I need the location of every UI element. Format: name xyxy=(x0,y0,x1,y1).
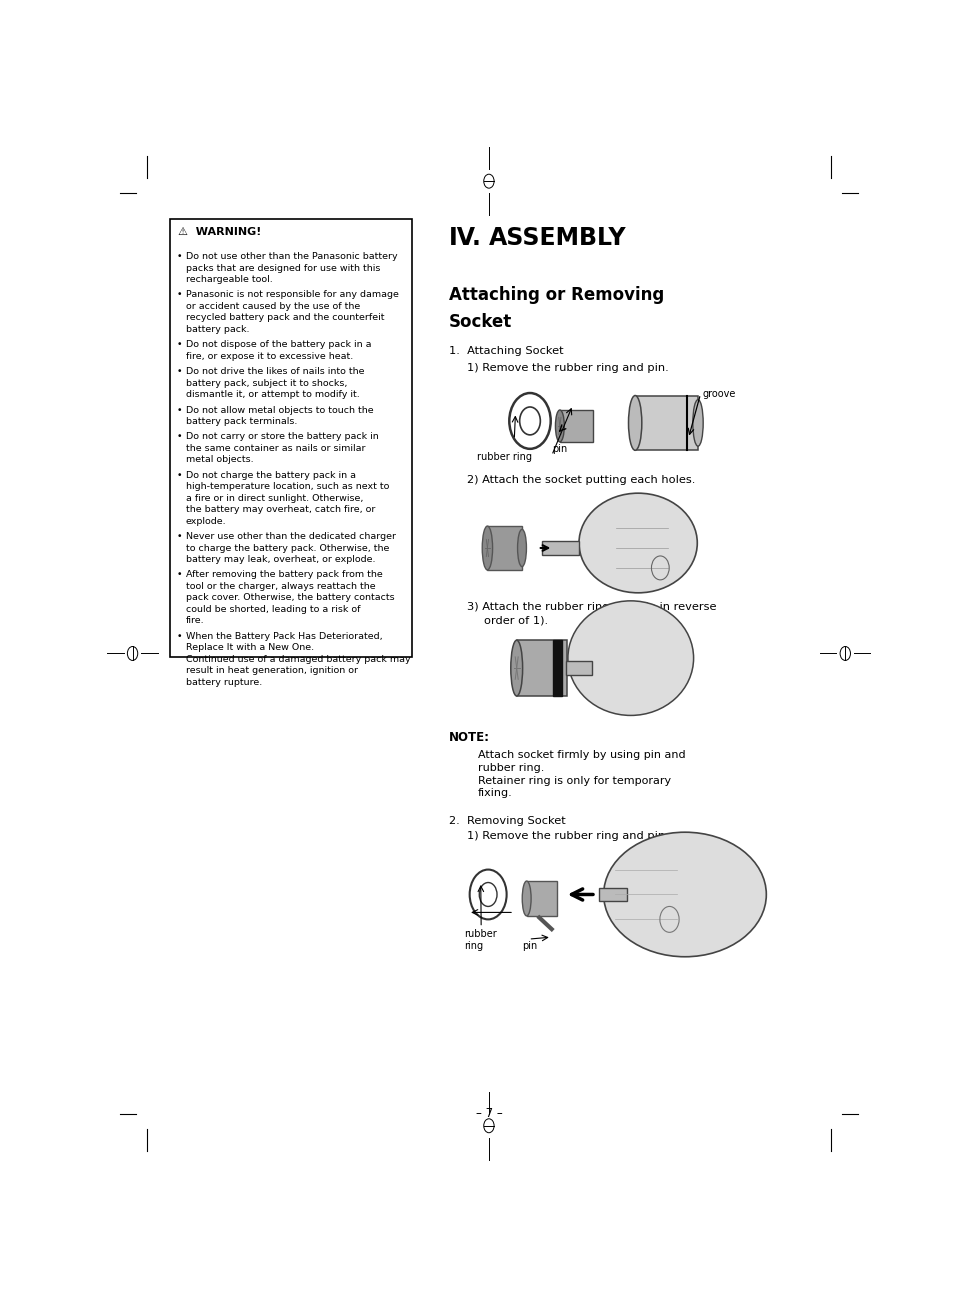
Text: Panasonic is not responsible for any damage: Panasonic is not responsible for any dam… xyxy=(186,290,398,299)
Bar xyxy=(487,527,521,569)
Text: Do not carry or store the battery pack in: Do not carry or store the battery pack i… xyxy=(186,432,378,441)
Text: Do not charge the battery pack in a: Do not charge the battery pack in a xyxy=(186,471,355,480)
Text: pack cover. Otherwise, the battery contacts: pack cover. Otherwise, the battery conta… xyxy=(186,594,395,602)
Text: metal objects.: metal objects. xyxy=(186,455,253,465)
Text: Do not dispose of the battery pack in a: Do not dispose of the battery pack in a xyxy=(186,340,371,349)
Text: •: • xyxy=(177,471,182,480)
Text: Do not use other than the Panasonic battery: Do not use other than the Panasonic batt… xyxy=(186,252,397,261)
Ellipse shape xyxy=(628,396,641,450)
Ellipse shape xyxy=(692,400,702,446)
Text: battery pack terminals.: battery pack terminals. xyxy=(186,417,297,426)
Text: could be shorted, leading to a risk of: could be shorted, leading to a risk of xyxy=(186,604,360,613)
Text: fire.: fire. xyxy=(186,616,204,625)
Text: recycled battery pack and the counterfeit: recycled battery pack and the counterfei… xyxy=(186,313,384,322)
Text: rubber
ring: rubber ring xyxy=(464,929,497,951)
Bar xyxy=(552,641,561,696)
Text: rechargeable tool.: rechargeable tool. xyxy=(186,276,273,283)
Ellipse shape xyxy=(603,832,765,956)
Text: high-temperature location, such as next to: high-temperature location, such as next … xyxy=(186,483,389,492)
Text: battery pack.: battery pack. xyxy=(186,325,249,334)
Text: fire, or expose it to excessive heat.: fire, or expose it to excessive heat. xyxy=(186,352,353,361)
Bar xyxy=(517,641,566,696)
Text: 1) Remove the rubber ring and pin.: 1) Remove the rubber ring and pin. xyxy=(467,831,668,841)
Text: pin: pin xyxy=(551,444,566,454)
Text: •: • xyxy=(177,252,182,261)
Text: packs that are designed for use with this: packs that are designed for use with thi… xyxy=(186,264,380,273)
Text: •: • xyxy=(177,432,182,441)
Ellipse shape xyxy=(578,493,697,593)
Text: or accident caused by the use of the: or accident caused by the use of the xyxy=(186,302,360,311)
Text: •: • xyxy=(177,405,182,414)
Text: 2) Attach the socket putting each holes.: 2) Attach the socket putting each holes. xyxy=(467,475,695,485)
Bar xyxy=(559,410,593,441)
Bar xyxy=(526,881,556,916)
Ellipse shape xyxy=(567,600,693,716)
Text: explode.: explode. xyxy=(186,516,226,525)
Ellipse shape xyxy=(517,529,526,567)
Text: battery may leak, overheat, or explode.: battery may leak, overheat, or explode. xyxy=(186,555,375,564)
Bar xyxy=(541,541,578,555)
Text: – 7 –: – 7 – xyxy=(475,1108,502,1121)
Text: a fire or in direct sunlight. Otherwise,: a fire or in direct sunlight. Otherwise, xyxy=(186,494,363,502)
Text: Never use other than the dedicated charger: Never use other than the dedicated charg… xyxy=(186,532,395,541)
Text: •: • xyxy=(177,367,182,377)
Text: •: • xyxy=(177,571,182,580)
Text: result in heat generation, ignition or: result in heat generation, ignition or xyxy=(186,666,357,675)
Bar xyxy=(635,396,698,450)
Text: Continued use of a damaged battery pack may: Continued use of a damaged battery pack … xyxy=(186,655,410,664)
Ellipse shape xyxy=(510,641,522,696)
Text: After removing the battery pack from the: After removing the battery pack from the xyxy=(186,571,382,580)
Text: •: • xyxy=(177,532,182,541)
Text: When the Battery Pack Has Deteriorated,: When the Battery Pack Has Deteriorated, xyxy=(186,631,382,641)
Text: the battery may overheat, catch fire, or: the battery may overheat, catch fire, or xyxy=(186,505,375,514)
Text: ASSEMBLY: ASSEMBLY xyxy=(489,226,626,250)
Text: Attaching or Removing: Attaching or Removing xyxy=(448,286,663,304)
Text: groove: groove xyxy=(702,389,736,399)
Text: Do not allow metal objects to touch the: Do not allow metal objects to touch the xyxy=(186,405,374,414)
Text: NOTE:: NOTE: xyxy=(448,731,489,744)
Text: Do not drive the likes of nails into the: Do not drive the likes of nails into the xyxy=(186,367,364,377)
Text: •: • xyxy=(177,340,182,349)
Text: Socket: Socket xyxy=(448,313,512,331)
Text: Attach socket firmly by using pin and: Attach socket firmly by using pin and xyxy=(477,751,685,761)
Text: pin: pin xyxy=(521,941,537,951)
Text: 1.  Attaching Socket: 1. Attaching Socket xyxy=(448,347,562,356)
Text: rubber ring.: rubber ring. xyxy=(477,762,544,773)
Text: 1) Remove the rubber ring and pin.: 1) Remove the rubber ring and pin. xyxy=(467,364,668,373)
Text: fixing.: fixing. xyxy=(477,788,513,798)
Text: rubber ring: rubber ring xyxy=(476,452,532,462)
Text: 2.  Removing Socket: 2. Removing Socket xyxy=(448,817,565,826)
Text: battery rupture.: battery rupture. xyxy=(186,678,262,687)
Text: Replace It with a New One.: Replace It with a New One. xyxy=(186,643,314,652)
Text: ⚠  WARNING!: ⚠ WARNING! xyxy=(178,228,261,237)
Text: dismantle it, or attempt to modify it.: dismantle it, or attempt to modify it. xyxy=(186,389,359,399)
Text: order of 1).: order of 1). xyxy=(483,616,548,626)
Text: •: • xyxy=(177,631,182,641)
Bar xyxy=(566,661,592,675)
Text: Retainer ring is only for temporary: Retainer ring is only for temporary xyxy=(477,776,671,785)
Text: IV.: IV. xyxy=(448,226,481,250)
Text: the same container as nails or similar: the same container as nails or similar xyxy=(186,444,365,453)
Ellipse shape xyxy=(521,881,531,916)
Bar xyxy=(598,888,626,902)
Ellipse shape xyxy=(481,527,492,569)
Text: •: • xyxy=(177,290,182,299)
Text: tool or the charger, always reattach the: tool or the charger, always reattach the xyxy=(186,582,375,591)
Ellipse shape xyxy=(555,410,564,441)
Text: battery pack, subject it to shocks,: battery pack, subject it to shocks, xyxy=(186,379,347,388)
Bar xyxy=(170,219,412,657)
Text: 3) Attach the rubber ring and pin in reverse: 3) Attach the rubber ring and pin in rev… xyxy=(467,602,716,612)
Text: to charge the battery pack. Otherwise, the: to charge the battery pack. Otherwise, t… xyxy=(186,543,389,553)
